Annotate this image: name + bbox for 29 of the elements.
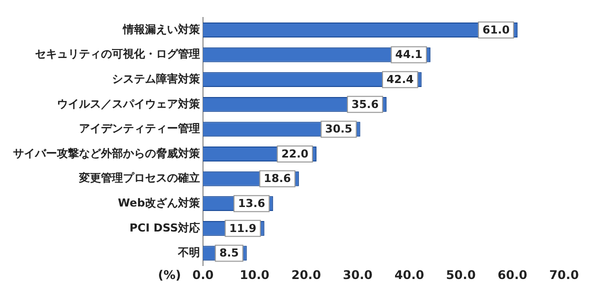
y-tick-label: PCI DSS対応 bbox=[129, 221, 201, 234]
x-tick-label: 0.0 bbox=[192, 268, 214, 282]
x-tick-label: 70.0 bbox=[549, 268, 579, 282]
data-label: 42.4 bbox=[386, 72, 414, 86]
y-tick-label: セキュリティの可視化・ログ管理 bbox=[35, 48, 200, 61]
data-label: 61.0 bbox=[482, 23, 510, 36]
data-label: 30.5 bbox=[325, 122, 352, 136]
data-label: 13.6 bbox=[238, 196, 266, 210]
x-tick-label: 60.0 bbox=[498, 268, 528, 282]
y-tick-label: 情報漏えい対策 bbox=[122, 22, 201, 36]
y-tick-label: システム障害対策 bbox=[112, 72, 201, 86]
data-label: 44.1 bbox=[395, 48, 422, 62]
x-axis-title: (%) bbox=[158, 268, 181, 282]
y-tick-label: 変更管理プロセスの確立 bbox=[78, 172, 200, 185]
data-label: 22.0 bbox=[281, 147, 309, 160]
x-tick-label: 30.0 bbox=[342, 268, 373, 282]
x-tick-label: 50.0 bbox=[446, 268, 476, 282]
data-label: 35.6 bbox=[351, 98, 379, 111]
y-tick-label: サイバー攻撃など外部からの脅威対策 bbox=[13, 146, 201, 160]
x-tick-label: 10.0 bbox=[240, 268, 270, 282]
y-tick-label: ウイルス／スパイウェア対策 bbox=[57, 97, 201, 110]
y-tick-label: Web改ざん対策 bbox=[118, 196, 201, 210]
y-tick-label: 不明 bbox=[177, 246, 200, 260]
y-tick-label: アイデンティティー管理 bbox=[79, 122, 200, 136]
x-tick-label: 20.0 bbox=[291, 268, 321, 282]
data-label: 18.6 bbox=[264, 172, 292, 186]
data-label: 11.9 bbox=[229, 222, 256, 235]
x-tick-label: 40.0 bbox=[394, 268, 424, 282]
data-label: 8.5 bbox=[219, 246, 239, 260]
